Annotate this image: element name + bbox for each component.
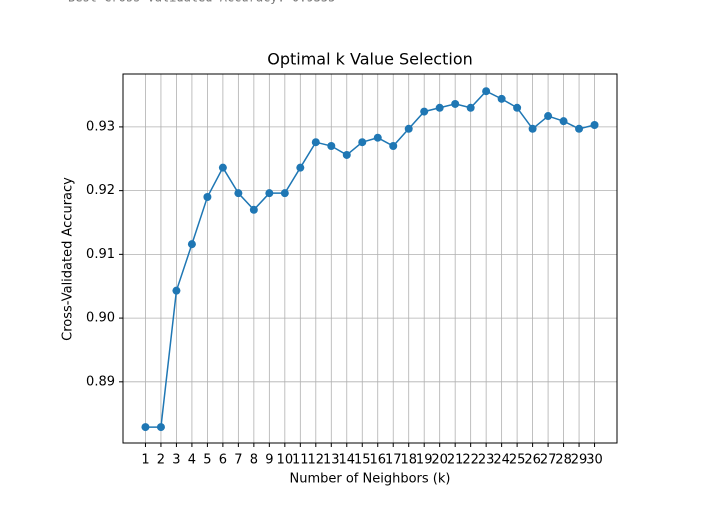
y-tick-label: 0.92 bbox=[86, 183, 115, 198]
x-tick-label: 29 bbox=[571, 453, 588, 468]
marker bbox=[420, 107, 429, 116]
x-tick-label: 13 bbox=[323, 453, 340, 468]
x-tick-label: 28 bbox=[555, 453, 572, 468]
x-tick-label: 1 bbox=[141, 453, 149, 468]
marker bbox=[342, 150, 351, 159]
marker bbox=[358, 138, 367, 147]
x-tick-label: 12 bbox=[308, 453, 325, 468]
x-tick-label: 6 bbox=[219, 453, 227, 468]
y-tick-label: 0.91 bbox=[86, 247, 115, 262]
marker bbox=[141, 423, 150, 432]
marker bbox=[327, 142, 336, 151]
x-tick-label: 20 bbox=[431, 453, 448, 468]
marker bbox=[218, 163, 227, 172]
x-tick-label: 3 bbox=[172, 453, 180, 468]
marker bbox=[513, 103, 522, 112]
annotation: Best Cross-Validated Accuracy: 0.9355 bbox=[68, 0, 335, 5]
marker bbox=[466, 103, 475, 112]
marker bbox=[451, 99, 460, 108]
marker bbox=[156, 423, 165, 432]
marker bbox=[296, 163, 305, 172]
marker bbox=[528, 124, 537, 133]
x-tick-label: 30 bbox=[586, 453, 603, 468]
x-tick-label: 14 bbox=[338, 453, 355, 468]
y-axis-label: Cross-Validated Accuracy bbox=[61, 177, 76, 341]
x-tick-label: 10 bbox=[277, 453, 294, 468]
marker bbox=[249, 205, 258, 214]
x-tick-label: 19 bbox=[416, 453, 433, 468]
marker bbox=[590, 120, 599, 129]
chart-title: Optimal k Value Selection bbox=[267, 50, 473, 69]
x-tick-label: 27 bbox=[540, 453, 557, 468]
line bbox=[145, 90, 595, 428]
marker bbox=[280, 189, 289, 198]
x-tick-label: 17 bbox=[385, 453, 402, 468]
x-tick-label: 11 bbox=[292, 453, 309, 468]
marker bbox=[265, 189, 274, 198]
marker bbox=[575, 124, 584, 133]
plot-frame bbox=[122, 73, 618, 444]
marker bbox=[389, 142, 398, 151]
x-tick-label: 8 bbox=[250, 453, 258, 468]
marker bbox=[234, 189, 243, 198]
marker bbox=[482, 87, 491, 96]
y-tick-label: 0.93 bbox=[86, 119, 115, 134]
y-tick-label: 0.89 bbox=[86, 374, 115, 389]
marker bbox=[497, 94, 506, 103]
marker bbox=[559, 117, 568, 126]
x-tick-label: 18 bbox=[400, 453, 417, 468]
x-tick-label: 9 bbox=[265, 453, 273, 468]
marker bbox=[373, 133, 382, 142]
x-tick-label: 4 bbox=[188, 453, 196, 468]
x-tick-label: 22 bbox=[462, 453, 479, 468]
x-tick-label: 2 bbox=[157, 453, 165, 468]
marker bbox=[435, 103, 444, 112]
x-axis-label: Number of Neighbors (k) bbox=[290, 472, 451, 487]
x-tick-label: 7 bbox=[234, 453, 242, 468]
marker bbox=[404, 124, 413, 133]
marker bbox=[544, 112, 553, 121]
x-tick-label: 21 bbox=[447, 453, 464, 468]
x-tick-label: 26 bbox=[524, 453, 541, 468]
marker bbox=[203, 193, 212, 201]
x-tick-label: 16 bbox=[369, 453, 386, 468]
marker bbox=[311, 138, 320, 147]
x-tick-label: 5 bbox=[203, 453, 211, 468]
marker bbox=[172, 286, 181, 295]
y-tick-label: 0.90 bbox=[86, 311, 115, 326]
x-tick-label: 24 bbox=[493, 453, 510, 468]
x-tick-label: 15 bbox=[354, 453, 371, 468]
x-tick-label: 25 bbox=[509, 453, 526, 468]
marker bbox=[187, 240, 196, 249]
x-tick-label: 23 bbox=[478, 453, 495, 468]
